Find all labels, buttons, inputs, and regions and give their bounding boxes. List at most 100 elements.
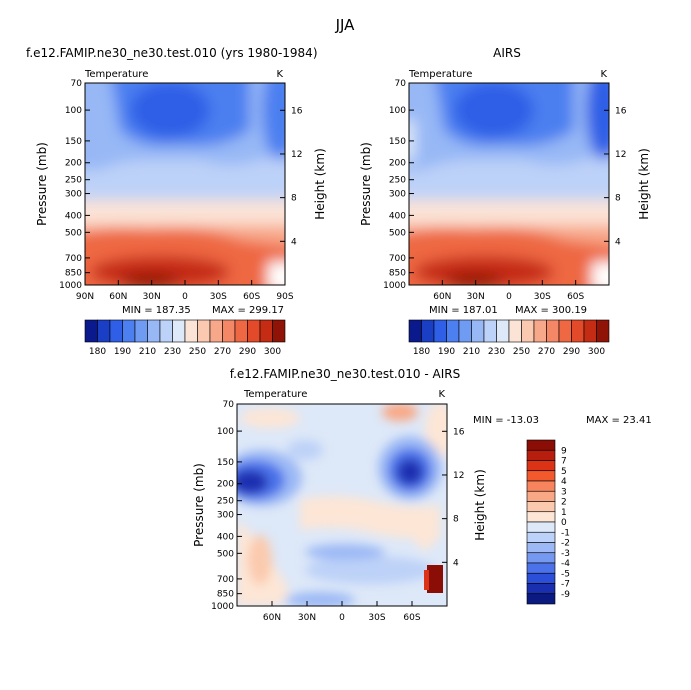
x-tick-label: 30N: [143, 292, 161, 302]
y-tick-label: 500: [65, 228, 82, 238]
colorbar-swatch: [526, 562, 556, 574]
colorbar-label: 270: [538, 347, 555, 357]
y2-tick-label: 4: [453, 558, 459, 568]
colorbar-swatch: [421, 319, 435, 343]
y-tick-label: 850: [65, 269, 82, 279]
panel-obs-title: AIRS: [493, 46, 521, 60]
panel-diff-ylabel-right: Height (km): [473, 469, 487, 540]
y-tick-label: 850: [389, 269, 406, 279]
colorbar-swatch: [458, 319, 472, 343]
colorbar-label: 180: [413, 347, 430, 357]
colorbar-label: 230: [164, 347, 181, 357]
y-tick-label: 70: [71, 79, 83, 89]
y-tick-label: 200: [389, 159, 406, 169]
panel-obs: AIRS Temperature K 70 100 150 200 250 300 400 5…: [359, 46, 651, 357]
colorbar-label: 250: [513, 347, 530, 357]
y-tick-label: 100: [65, 106, 82, 116]
panel-model-units: K: [276, 69, 283, 80]
panel-diff: f.e12.FAMIP.ne30_ne30.test.010 - AIRS Te…: [192, 367, 652, 623]
panel-diff-y-ticks: 70 100 150 200 250 300 400 500 700 850 1000: [211, 400, 242, 612]
colorbar-label: 4: [561, 477, 567, 487]
colorbar-swatch: [184, 319, 198, 343]
colorbar-swatch: [526, 490, 556, 502]
y-tick-label: 500: [217, 549, 234, 559]
x-tick-label: 60N: [263, 613, 281, 623]
panel-model-max: MAX = 299.17: [212, 305, 284, 316]
colorbar-swatch: [521, 319, 535, 343]
colorbar-swatch: [209, 319, 223, 343]
colorbar-swatch: [109, 319, 123, 343]
colorbar-swatch: [526, 439, 556, 451]
panel-model-min: MIN = 187.35: [122, 305, 191, 316]
x-tick-label: 90N: [76, 292, 94, 302]
colorbar-swatch: [526, 593, 556, 605]
colorbar-label: 190: [114, 347, 131, 357]
colorbar-label: -9: [561, 590, 570, 600]
colorbar-swatch: [433, 319, 447, 343]
colorbar-label: 300: [264, 347, 281, 357]
y-tick-label: 1000: [383, 281, 406, 291]
colorbar-label: -3: [561, 549, 570, 559]
colorbar-label: -2: [561, 539, 570, 549]
colorbar-swatch: [272, 319, 286, 343]
colorbar-swatch: [483, 319, 497, 343]
colorbar-swatch: [526, 552, 556, 564]
panel-obs-ylabel-right: Height (km): [637, 148, 651, 219]
colorbar-label: -4: [561, 559, 570, 569]
y-tick-label: 400: [65, 211, 82, 221]
x-tick-label: 30N: [467, 292, 485, 302]
panel-obs-ylabel: Pressure (mb): [359, 142, 373, 226]
colorbar-label: 7: [561, 457, 567, 467]
y-tick-label: 300: [389, 190, 406, 200]
colorbar-label: 210: [139, 347, 156, 357]
y-tick-label: 700: [217, 575, 234, 585]
y-tick-label: 1000: [211, 602, 234, 612]
panel-diff-subtitle: Temperature: [243, 389, 307, 400]
colorbar-label: 290: [563, 347, 580, 357]
x-tick-label: 60S: [567, 292, 584, 302]
colorbar-label: 180: [89, 347, 106, 357]
colorbar-label: 9: [561, 446, 567, 456]
y-tick-label: 300: [65, 190, 82, 200]
y-tick-label: 700: [389, 254, 406, 264]
colorbar-swatch: [526, 521, 556, 533]
colorbar-swatch: [122, 319, 136, 343]
panel-obs-min: MIN = 187.01: [429, 305, 498, 316]
panel-diff-x-ticks: 60N 30N 0 30S 60S: [263, 601, 421, 623]
panel-diff-ylabel: Pressure (mb): [192, 463, 206, 547]
panel-diff-y2-ticks: 16 12 8 4: [442, 427, 465, 568]
colorbar-swatch: [471, 319, 485, 343]
colorbar-swatch: [197, 319, 211, 343]
colorbar-swatch: [526, 511, 556, 523]
y-tick-label: 100: [217, 427, 234, 437]
panel-model-x-ticks: 90N 60N 30N 0 30S 60S 90S: [76, 280, 294, 302]
colorbar-label: 300: [588, 347, 605, 357]
y-tick-label: 200: [217, 480, 234, 490]
panel-model-subtitle: Temperature: [84, 69, 148, 80]
panel-model-y2-ticks: 16 12 8 4: [280, 106, 303, 247]
y-tick-label: 70: [395, 79, 407, 89]
colorbar-swatch: [526, 542, 556, 554]
colorbar-swatch: [446, 319, 460, 343]
x-tick-label: 0: [339, 613, 345, 623]
y-tick-label: 150: [217, 458, 234, 468]
colorbar-swatch: [526, 480, 556, 492]
y-tick-label: 400: [217, 532, 234, 542]
colorbar-label: 190: [438, 347, 455, 357]
panel-model-title: f.e12.FAMIP.ne30_ne30.test.010 (yrs 1980…: [26, 46, 318, 60]
colorbar-label: 270: [214, 347, 231, 357]
colorbar-swatch: [571, 319, 585, 343]
y2-tick-label: 16: [291, 106, 303, 116]
y2-tick-label: 8: [615, 194, 621, 204]
y2-tick-label: 12: [615, 150, 626, 160]
colorbar-label: 210: [463, 347, 480, 357]
colorbar-label: 0: [561, 518, 567, 528]
x-tick-label: 0: [182, 292, 188, 302]
x-tick-label: 30N: [298, 613, 316, 623]
y2-tick-label: 8: [291, 194, 297, 204]
colorbar-label: 290: [239, 347, 256, 357]
panel-obs-y2-ticks: 16 12 8 4: [604, 106, 627, 247]
y-tick-label: 300: [217, 511, 234, 521]
panel-obs-y-ticks: 70 100 150 200 250 300 400 500 700 850 1000: [383, 79, 414, 291]
